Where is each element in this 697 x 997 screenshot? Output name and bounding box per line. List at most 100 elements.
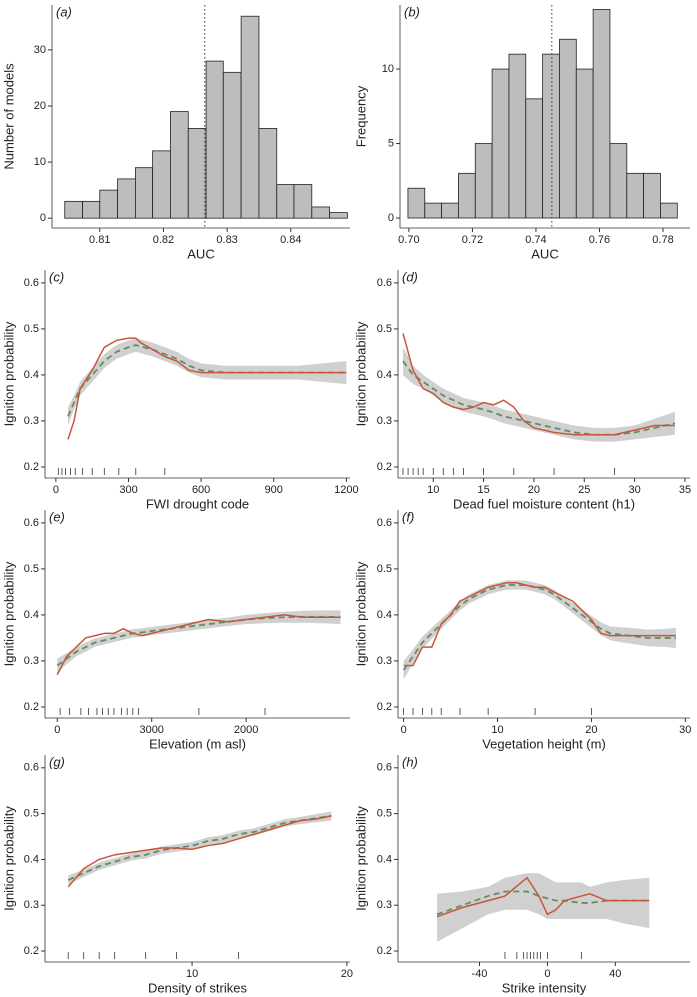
confidence-band [403, 580, 676, 680]
x-tick-label: 600 [192, 484, 210, 496]
y-tick-label: 0.5 [377, 808, 392, 820]
bar [135, 167, 154, 219]
x-tick-label: 0 [401, 724, 407, 736]
x-axis-title: Strike intensity [502, 980, 587, 995]
y-tick-label: 0.6 [24, 517, 39, 529]
bar [626, 172, 645, 219]
x-tick-label: 0.76 [589, 234, 610, 246]
bar [170, 111, 189, 219]
bar [99, 189, 118, 219]
x-tick-label: 0.70 [398, 234, 419, 246]
bar [82, 200, 101, 219]
y-tick-label: 0.2 [24, 945, 39, 957]
x-tick-label: 30 [679, 724, 691, 736]
y-axis-title: Frequency [353, 85, 368, 147]
y-tick-label: 0.4 [377, 609, 392, 621]
fitted-line [436, 876, 650, 918]
y-tick-label: 0.5 [377, 563, 392, 575]
bar [407, 187, 426, 219]
y-tick-label: 0.3 [24, 655, 39, 667]
fitted-line [67, 337, 347, 440]
y-tick-label: 0.2 [377, 461, 392, 473]
x-tick-label: 900 [265, 484, 283, 496]
y-tick-label: 0 [40, 212, 46, 224]
bar [660, 202, 678, 219]
y-axis-title: Ignition probability [353, 321, 368, 426]
bar [575, 68, 594, 219]
y-tick-label: 0.3 [377, 899, 392, 911]
x-tick-label: 0 [54, 724, 60, 736]
y-tick-label: 0.6 [24, 277, 39, 289]
y-tick-label: 0.4 [377, 369, 392, 381]
confidence-band [67, 338, 347, 426]
y-tick-label: 0 [388, 212, 394, 224]
y-tick-label: 0.3 [377, 655, 392, 667]
bar [329, 212, 348, 219]
y-tick-label: 0.2 [377, 945, 392, 957]
y-tick-label: 10 [34, 156, 46, 168]
bar [441, 202, 459, 219]
x-tick-label: 30 [628, 484, 640, 496]
bar [293, 184, 313, 219]
x-tick-label: 15 [477, 484, 489, 496]
y-tick-label: 0.2 [24, 461, 39, 473]
fitted-line [67, 815, 332, 888]
x-tick-label: 0 [53, 484, 59, 496]
bar [458, 172, 476, 219]
y-tick-label: 0.6 [377, 517, 392, 529]
panel-label: (b) [404, 4, 420, 19]
fitted-line [402, 333, 675, 436]
y-tick-label: 0.6 [24, 762, 39, 774]
confidence-band [437, 873, 650, 942]
confidence-band [403, 347, 675, 442]
x-axis-title: Density of strikes [148, 980, 247, 995]
x-tick-label: 40 [609, 968, 621, 980]
y-axis-title: Ignition probability [353, 561, 368, 666]
bar [64, 200, 83, 219]
x-tick-label: 0.82 [153, 234, 174, 246]
x-axis-title: Dead fuel moisture content (h1) [453, 496, 635, 511]
bar [491, 68, 510, 219]
bar [240, 15, 260, 219]
panel-label: (h) [402, 754, 418, 769]
x-tick-label: 0.78 [652, 234, 673, 246]
bar [508, 53, 527, 219]
panel-label: (c) [49, 269, 64, 284]
y-tick-label: 0.6 [377, 277, 392, 289]
x-axis-title: AUC [187, 246, 214, 261]
bar [559, 38, 577, 219]
x-tick-label: 1200 [334, 484, 358, 496]
y-tick-label: 0.5 [24, 563, 39, 575]
x-tick-label: 2000 [234, 724, 258, 736]
y-axis-title: Ignition probability [1, 561, 16, 666]
bar [258, 128, 278, 219]
y-tick-label: 20 [34, 100, 46, 112]
y-axis-title: Ignition probability [1, 806, 16, 911]
x-axis-title: Vegetation height (m) [482, 736, 606, 751]
x-tick-label: 0.72 [462, 234, 483, 246]
panel-label: (a) [56, 4, 72, 19]
panel-label: (e) [49, 509, 65, 524]
x-axis-title: FWI drought code [146, 496, 249, 511]
bar [152, 150, 171, 219]
y-tick-label: 0.3 [377, 415, 392, 427]
y-tick-label: 0.2 [24, 701, 39, 713]
bar [222, 71, 242, 219]
smooth-line [436, 890, 650, 916]
x-axis-title: Elevation (m asl) [149, 736, 246, 751]
y-tick-label: 0.3 [24, 899, 39, 911]
y-tick-label: 0.6 [377, 762, 392, 774]
confidence-band [68, 811, 332, 885]
x-tick-label: 10 [186, 968, 198, 980]
x-tick-label: 300 [119, 484, 137, 496]
y-tick-label: 0.5 [24, 323, 39, 335]
fitted-line [403, 581, 676, 667]
y-tick-label: 0.4 [24, 369, 39, 381]
x-tick-label: 20 [528, 484, 540, 496]
y-tick-label: 0.5 [24, 808, 39, 820]
bar [276, 184, 295, 219]
x-tick-label: 10 [491, 724, 503, 736]
x-tick-label: 35 [679, 484, 691, 496]
bar [187, 128, 207, 219]
